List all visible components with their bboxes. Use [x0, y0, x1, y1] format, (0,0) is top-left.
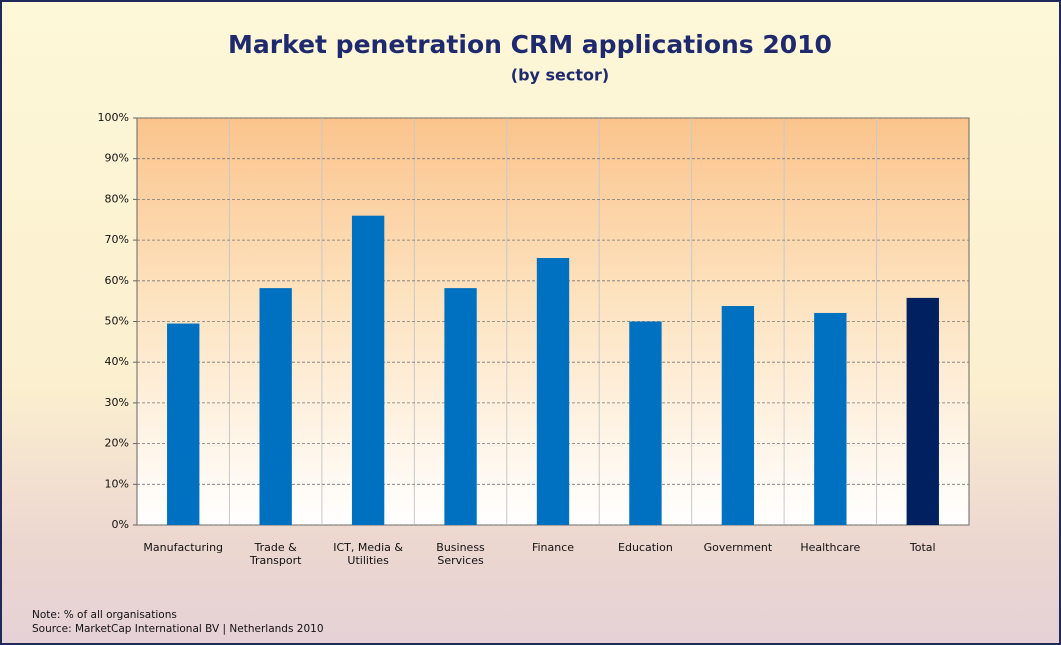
bar	[906, 297, 939, 525]
y-tick-label: 90%	[105, 152, 129, 165]
bar	[167, 323, 200, 525]
x-tick-label: ICT, Media & Utilities	[333, 541, 403, 567]
source: Source: MarketCap International BV | Net…	[32, 623, 324, 635]
x-tick-label: Healthcare	[800, 541, 861, 554]
note: Note: % of all organisations	[32, 609, 177, 621]
bar	[259, 288, 292, 525]
x-tick-label: Total	[909, 541, 936, 554]
bar	[536, 258, 570, 525]
y-tick-label: 80%	[105, 192, 129, 205]
chart-subtitle: (by sector)	[511, 66, 609, 85]
y-tick-label: 20%	[105, 437, 129, 450]
y-tick-label: 60%	[105, 274, 129, 287]
y-tick-label: 70%	[105, 233, 129, 246]
y-tick-label: 10%	[105, 477, 129, 490]
y-tick-label: 0%	[112, 518, 129, 531]
x-tick-label: Manufacturing	[143, 541, 224, 554]
y-tick-label: 40%	[105, 355, 129, 368]
chart-title: Market penetration CRM applications 2010	[228, 30, 832, 59]
bar	[351, 215, 385, 525]
y-tick-label: 50%	[105, 315, 129, 328]
x-tick-label: Business Services	[436, 541, 485, 567]
y-tick-label: 100%	[98, 111, 129, 124]
bar	[721, 306, 755, 525]
bar	[814, 312, 847, 525]
bar	[444, 288, 477, 525]
x-tick-label: Trade & Transport	[249, 541, 302, 567]
x-tick-label: Finance	[531, 541, 575, 554]
x-tick-label: Government	[703, 541, 773, 554]
y-tick-label: 30%	[105, 396, 129, 409]
bar	[629, 321, 662, 525]
x-tick-label: Education	[618, 541, 673, 554]
